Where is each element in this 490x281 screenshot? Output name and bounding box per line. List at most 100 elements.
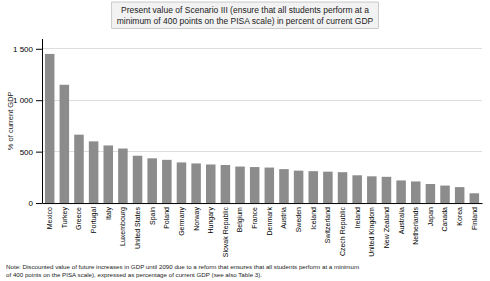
y-tick-label: 0 <box>29 199 34 208</box>
note: Note: Discounted value of future increas… <box>6 263 359 278</box>
x-tick: Greece <box>75 207 82 230</box>
bar <box>396 180 406 203</box>
bar <box>323 172 333 203</box>
y-tick: 1 000 <box>13 96 42 105</box>
bar <box>440 186 450 203</box>
bar <box>338 172 348 203</box>
y-tick-mark <box>36 100 42 101</box>
bar <box>221 165 231 203</box>
x-tick-label: Australia <box>398 207 405 234</box>
bar <box>45 54 55 203</box>
y-tick: 500 <box>20 148 42 157</box>
grid <box>42 49 482 203</box>
bar <box>279 169 289 203</box>
x-tick: Austria <box>280 207 287 229</box>
bar <box>382 177 392 203</box>
x-tick-label: Switzerland <box>324 207 331 243</box>
y-axis-line <box>42 39 43 204</box>
title: Present value of Scenario III (ensure th… <box>117 5 374 26</box>
bar <box>367 176 377 203</box>
y-tick-mark <box>36 49 42 50</box>
bar <box>470 193 480 203</box>
x-tick: Luxembourg <box>119 207 127 246</box>
x-tick: Canada <box>441 207 448 232</box>
bar <box>162 160 172 203</box>
x-tick-label: Hungary <box>207 207 215 234</box>
bar <box>250 167 260 203</box>
x-tick-label: Austria <box>280 207 287 229</box>
x-tick-label: Denmark <box>266 207 273 236</box>
bar <box>118 149 128 204</box>
x-tick: France <box>251 207 258 229</box>
x-tick-label: Slovak Republic <box>222 207 230 258</box>
bar <box>265 168 275 203</box>
x-tick: Switzerland <box>324 207 331 243</box>
grid-line <box>42 100 482 101</box>
x-tick: Hungary <box>207 207 215 234</box>
x-tick: Finland <box>471 207 478 230</box>
bar <box>308 171 318 203</box>
x-tick: United States <box>134 207 141 250</box>
x-tick: Denmark <box>266 207 273 236</box>
x-tick: New Zealand <box>383 207 390 248</box>
x-tick-label: Iceland <box>310 207 317 230</box>
x-tick-label: Norway <box>193 207 201 231</box>
x-tick: Korea <box>456 207 463 226</box>
bar <box>426 184 436 203</box>
bar <box>103 145 113 203</box>
note-line: Note: Discounted value of future increas… <box>6 263 359 270</box>
x-tick: Australia <box>398 207 405 234</box>
y-tick-label: 1 000 <box>13 96 34 105</box>
x-tick-label: Belgium <box>236 207 244 232</box>
x-tick-label: Sweden <box>295 207 302 232</box>
x-tick-label: United Kingdom <box>368 207 376 257</box>
x-tick-label: New Zealand <box>383 207 390 248</box>
x-tick-label: Germany <box>178 207 186 236</box>
x-tick: Netherlands <box>412 207 419 245</box>
x-tick-label: Greece <box>75 207 82 230</box>
bar <box>411 181 421 203</box>
bar <box>235 167 245 204</box>
x-tick: United Kingdom <box>368 207 376 257</box>
y-tick-mark <box>36 203 42 204</box>
bar <box>206 164 216 203</box>
title-line: Present value of Scenario III (ensure th… <box>121 5 369 15</box>
x-tick-label: Turkey <box>61 207 69 229</box>
x-tick: Germany <box>178 207 186 236</box>
x-tick-label: Finland <box>471 207 478 230</box>
title-group: Present value of Scenario III (ensure th… <box>112 2 379 29</box>
x-tick: Turkey <box>61 207 69 229</box>
y-tick-label: 500 <box>20 148 34 157</box>
x-tick-label: Ireland <box>354 207 361 229</box>
x-tick-label: Spain <box>149 207 157 225</box>
bar <box>89 141 99 203</box>
x-tick: Japan <box>427 207 435 226</box>
x-tick-label: Korea <box>456 207 463 226</box>
y-tick-mark <box>36 152 42 153</box>
bar <box>191 163 201 203</box>
x-tick-label: Canada <box>441 207 448 232</box>
x-tick: Italy <box>105 207 113 220</box>
x-tick-label: Mexico <box>46 207 53 229</box>
bar <box>60 85 70 203</box>
x-tick: Norway <box>193 207 201 231</box>
y-tick-label: 1 500 <box>13 45 34 54</box>
bar <box>147 158 157 203</box>
plot: 05001 0001 500MexicoTurkeyGreecePortugal… <box>13 39 483 257</box>
x-axis-line <box>43 203 483 204</box>
x-tick-label: Luxembourg <box>119 207 127 246</box>
bar <box>133 156 143 203</box>
title-box <box>112 2 379 29</box>
x-tick-label: Netherlands <box>412 207 419 245</box>
x-tick: Poland <box>163 207 170 229</box>
bar <box>294 171 304 203</box>
x-tick-label: United States <box>134 207 141 250</box>
x-axis: MexicoTurkeyGreecePortugalItalyLuxembour… <box>43 204 483 258</box>
bar <box>352 175 362 203</box>
x-tick: Spain <box>149 207 157 225</box>
title-line: minimum of 400 points on the PISA scale)… <box>117 16 374 26</box>
x-tick: Ireland <box>354 207 361 229</box>
x-tick: Mexico <box>46 207 53 229</box>
x-tick: Iceland <box>310 207 317 230</box>
x-tick: Belgium <box>236 207 244 232</box>
